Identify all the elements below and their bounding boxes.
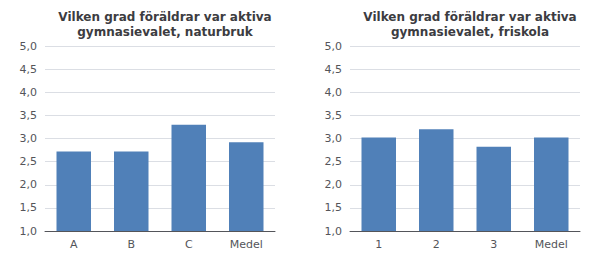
svg-text:2,0: 2,0 [325,178,343,191]
svg-text:5,0: 5,0 [20,40,38,53]
svg-text:4,5: 4,5 [325,63,343,76]
svg-text:4,0: 4,0 [20,86,38,99]
svg-text:3,5: 3,5 [325,109,343,122]
svg-text:2,0: 2,0 [20,178,38,191]
svg-text:4,0: 4,0 [325,86,343,99]
svg-text:5,0: 5,0 [325,40,343,53]
svg-text:4,5: 4,5 [20,63,38,76]
svg-text:gymnasievalet, friskola: gymnasievalet, friskola [391,25,549,39]
svg-text:1,5: 1,5 [20,201,38,214]
svg-text:1,5: 1,5 [325,201,343,214]
svg-text:3,0: 3,0 [325,132,343,145]
svg-text:2,5: 2,5 [325,155,343,168]
svg-text:Medel: Medel [230,238,263,251]
svg-text:1,0: 1,0 [20,225,38,238]
svg-text:Vilken grad föräldrar var akti: Vilken grad föräldrar var aktiva [58,10,271,24]
svg-text:2,5: 2,5 [20,155,38,168]
svg-text:Medel: Medel [535,238,568,251]
svg-text:1: 1 [375,238,382,251]
svg-text:gymnasievalet, naturbruk: gymnasievalet, naturbruk [77,25,253,39]
svg-text:3: 3 [490,238,497,251]
svg-text:3,0: 3,0 [20,132,38,145]
svg-text:C: C [185,238,193,251]
svg-text:Vilken grad föräldrar var akti: Vilken grad föräldrar var aktiva [363,10,576,24]
svg-text:2: 2 [433,238,440,251]
svg-text:B: B [127,238,135,251]
svg-text:A: A [70,238,78,251]
svg-text:3,5: 3,5 [20,109,38,122]
svg-text:1,0: 1,0 [325,225,343,238]
